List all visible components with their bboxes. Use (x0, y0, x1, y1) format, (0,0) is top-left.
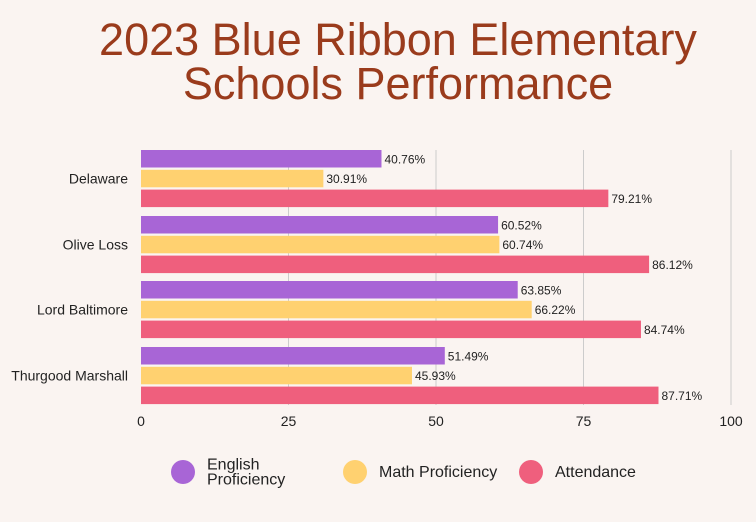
legend-label: Attendance (555, 464, 636, 481)
bar (141, 366, 412, 385)
bar (141, 320, 641, 339)
x-tick-label: 100 (719, 413, 743, 429)
chart-title-line-2: Schools Performance (182, 58, 614, 109)
data-label: 30.91% (326, 172, 367, 186)
legend-marker (171, 460, 195, 484)
legend-label: English (207, 457, 259, 474)
x-tick-label: 75 (576, 413, 592, 429)
x-tick-label: 50 (428, 413, 444, 429)
bar (141, 281, 518, 299)
gridlines (288, 150, 732, 405)
data-label: 63.85% (521, 283, 562, 297)
legend-label: Proficiency (207, 472, 285, 489)
x-tick-label: 0 (137, 413, 145, 429)
data-label: 66.22% (535, 303, 576, 317)
data-label: 86.12% (652, 258, 693, 272)
data-label: 40.76% (384, 152, 425, 166)
legend-marker (343, 460, 367, 484)
bar (141, 300, 532, 319)
bar (141, 216, 499, 234)
data-label: 60.74% (502, 238, 543, 252)
category-label: Delaware (69, 171, 128, 187)
bar (141, 347, 445, 365)
data-label: 60.52% (501, 218, 542, 232)
bar (141, 386, 659, 405)
bar (141, 169, 324, 188)
category-label: Olive Loss (63, 237, 128, 253)
bar (141, 255, 650, 274)
legend-label: Math Proficiency (379, 464, 497, 481)
data-label: 79.21% (611, 192, 652, 206)
data-label: 45.93% (415, 369, 456, 383)
chart-title-line-1: 2023 Blue Ribbon Elementary (99, 14, 697, 65)
x-axis: 0 25 50 75 100 (137, 413, 743, 429)
chart-title: 2023 Blue Ribbon Elementary Schools Perf… (0, 14, 756, 109)
category-label: Thurgood Marshall (11, 368, 128, 384)
x-tick-label: 25 (281, 413, 297, 429)
data-label: 87.71% (661, 389, 702, 403)
data-label: 84.74% (644, 323, 685, 337)
bar (141, 189, 609, 208)
bar (141, 150, 382, 168)
data-label: 51.49% (448, 349, 489, 363)
bars: 40.76% 30.91% 79.21% Delaware 60.52% 60.74% 86… (11, 150, 703, 405)
bar (141, 235, 500, 254)
legend-marker (519, 460, 543, 484)
category-label: Lord Baltimore (37, 302, 128, 318)
